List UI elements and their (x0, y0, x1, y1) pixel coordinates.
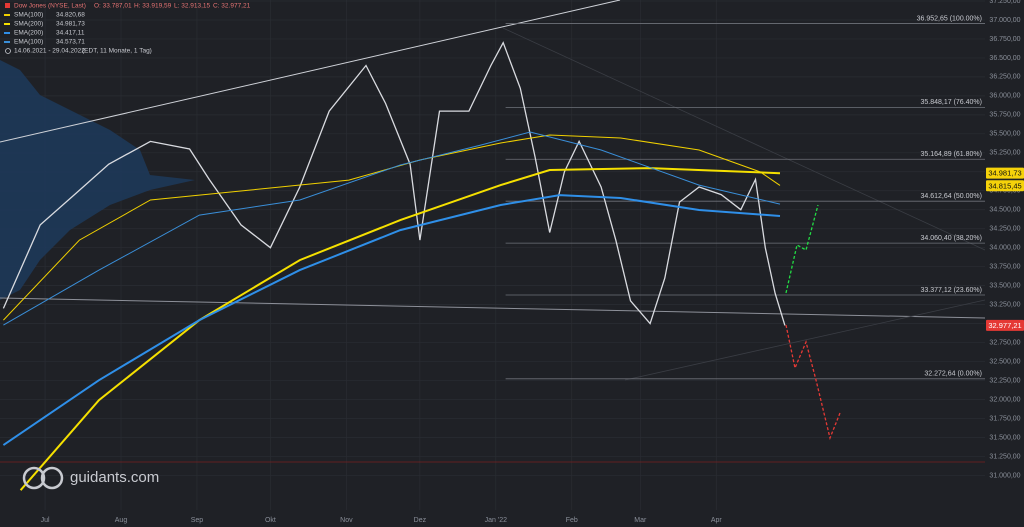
y-tick-label: 31.000,00 (989, 472, 1020, 479)
legend-name: EMA(100) (14, 39, 43, 46)
x-tick-label: Jul (41, 517, 50, 524)
date-range: 14.06.2021 - 29.04.2022 (14, 48, 85, 55)
y-tick-label: 32.750,00 (989, 339, 1020, 346)
title: Dow Jones (NYSE, Last) (14, 3, 86, 10)
legend-swatch (4, 41, 10, 43)
y-tick-label: 36.500,00 (989, 55, 1020, 62)
legend-value: 34.573,71 (56, 39, 85, 46)
price-tag-label: 34.981,73 (988, 169, 1021, 178)
fib-label: 32.272,64 (0.00%) (924, 371, 982, 378)
trend-line (0, 297, 986, 319)
price-tag-label: 34.815,45 (988, 181, 1021, 190)
y-tick-label: 33.500,00 (989, 282, 1020, 289)
legend-value: 34.417,11 (56, 30, 85, 37)
ohlc-open: O: 33.787,01 (94, 3, 132, 10)
fib-label: 33.377,12 (23.60%) (921, 287, 983, 294)
indicator-line (3, 134, 781, 321)
fan-line (624, 299, 986, 381)
y-tick-label: 37.250,00 (989, 0, 1020, 5)
y-tick-label: 36.750,00 (989, 36, 1020, 43)
y-tick-label: 31.500,00 (989, 434, 1020, 441)
fib-label: 34.060,40 (38.20%) (921, 235, 983, 242)
fib-label: 35.848,17 (76.40%) (921, 99, 983, 106)
y-tick-label: 33.750,00 (989, 264, 1020, 271)
y-tick-label: 34.500,00 (989, 207, 1020, 214)
legend-value: 34.820,68 (56, 12, 85, 19)
clock-icon (5, 48, 11, 54)
x-tick-label: Dez (414, 517, 427, 524)
axes: 31.000,00 31.250,00 31.500,00 31.750,00 32.0… (41, 0, 1024, 524)
y-axis-strip (985, 0, 1024, 527)
y-tick-label: 31.250,00 (989, 453, 1020, 460)
x-tick-label: Apr (711, 517, 723, 524)
projection-up (785, 204, 819, 294)
y-tick-label: 35.500,00 (989, 131, 1020, 138)
price-tag (986, 180, 1024, 192)
legend-swatch (4, 32, 10, 34)
price-tag (986, 167, 1024, 179)
price-line (2, 41, 786, 326)
y-tick-label: 35.750,00 (989, 112, 1020, 119)
grid (0, 0, 985, 510)
ohlc-close: C: 32.977,21 (213, 3, 251, 10)
indicator-line (3, 131, 781, 326)
fib-label: 36.952,65 (100.00%) (917, 15, 982, 22)
y-tick-label: 34.250,00 (989, 226, 1020, 233)
legend: SMA(100) 34.820,68 SMA(200) 34.981,73 EMA(20… (4, 12, 85, 46)
symbol-icon (5, 3, 10, 8)
legend-value: 34.981,73 (56, 21, 85, 28)
x-tick-label: Aug (115, 517, 128, 524)
y-tick-label: 31.750,00 (989, 415, 1020, 422)
ohlc-high: H: 33.919,59 (134, 3, 172, 10)
y-tick-label: 32.500,00 (989, 358, 1020, 365)
x-tick-label: Sep (191, 517, 204, 524)
y-tick-label: 35.250,00 (989, 150, 1020, 157)
x-tick-label: Mar (634, 517, 647, 524)
y-tick-label: 32.250,00 (989, 377, 1020, 384)
legend-swatch (4, 14, 10, 16)
price-tag (986, 319, 1024, 331)
fan-line (502, 27, 986, 251)
ohlc-low: L: 32.913,15 (174, 3, 211, 10)
y-tick-label: 32.000,00 (989, 396, 1020, 403)
legend-name: SMA(100) (14, 12, 43, 19)
x-tick-label: Nov (340, 517, 353, 524)
legend-name: EMA(200) (14, 30, 43, 37)
volume-profile (0, 60, 195, 300)
y-tick-label: 33.250,00 (989, 301, 1020, 308)
indicator-line (19, 167, 781, 491)
y-tick-label: 36.250,00 (989, 74, 1020, 81)
y-tick-label: 36.000,00 (989, 93, 1020, 100)
indicator-line (2, 194, 781, 446)
range-note: (EDT, 11 Monate, 1 Tag) (82, 48, 152, 55)
legend-swatch (4, 23, 10, 25)
plot: 36.952,65 (100.00%) 35.848,17 (76.40%) 35.… (2, 15, 985, 491)
x-tick-label: Feb (566, 517, 578, 524)
y-tick-label: 37.000,00 (989, 17, 1020, 24)
fib-label: 35.164,89 (61.80%) (921, 151, 983, 158)
watermark: guidants.com (70, 469, 159, 486)
y-tick-label: 34.000,00 (989, 245, 1020, 252)
x-tick-label: Okt (265, 517, 276, 524)
legend-name: SMA(200) (14, 21, 43, 28)
fib-label: 34.612,64 (50.00%) (921, 193, 983, 200)
projection-down (785, 324, 841, 441)
logo (22, 466, 64, 490)
price-tag-label: 32.977,21 (988, 321, 1021, 330)
x-tick-label: Jan '22 (485, 517, 507, 524)
